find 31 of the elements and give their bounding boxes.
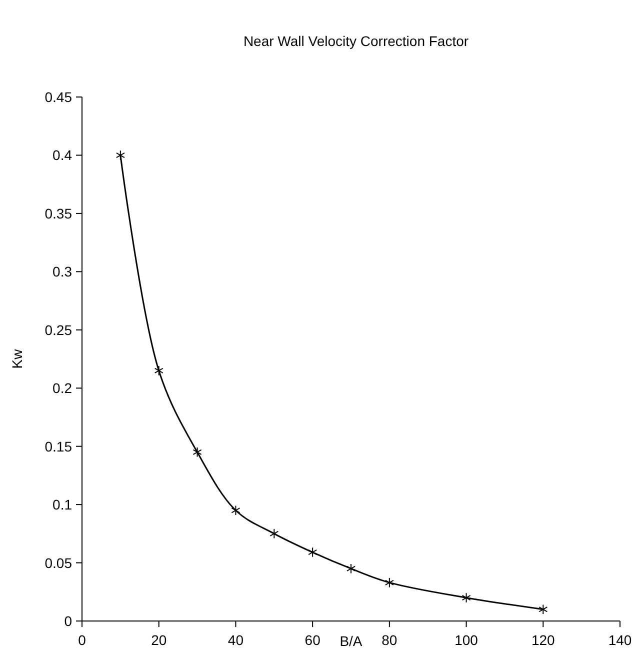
point	[384, 577, 394, 588]
point	[116, 150, 125, 160]
point	[231, 505, 240, 516]
x-tick-label: 120	[531, 632, 556, 648]
y-tick-label: 0.35	[44, 205, 72, 222]
x-tick-label: 80	[382, 632, 398, 648]
y-tick-label: 0.05	[44, 554, 72, 571]
x-axis-title: B/A	[340, 633, 363, 649]
y-tick-label: 0.3	[52, 264, 72, 280]
x-tick-label: 60	[304, 632, 321, 648]
x-tick-label: 140	[608, 632, 632, 648]
point	[192, 447, 202, 458]
y-tick-label: 0.15	[44, 438, 72, 454]
point	[270, 528, 279, 539]
point	[346, 563, 356, 574]
y-tick-label: 0.45	[44, 89, 72, 105]
y-tick-label: 0.2	[52, 380, 72, 396]
point	[462, 592, 471, 603]
y-tick-label: 0.4	[52, 147, 72, 164]
x-tick-label: 0	[78, 632, 86, 648]
y-tick-label: 0.1	[52, 496, 72, 513]
x-tick-label: 40	[228, 632, 244, 648]
chart-title: Near Wall Velocity Correction Factor	[243, 33, 469, 49]
y-axis-title: Kw	[9, 348, 25, 369]
point	[538, 604, 548, 614]
point	[308, 547, 318, 558]
y-tick-label: 0.25	[44, 322, 72, 338]
x-tick-label: 100	[454, 632, 478, 648]
y-tick-label: 0	[64, 613, 72, 629]
x-tick-label: 20	[151, 632, 167, 648]
point	[154, 366, 164, 376]
